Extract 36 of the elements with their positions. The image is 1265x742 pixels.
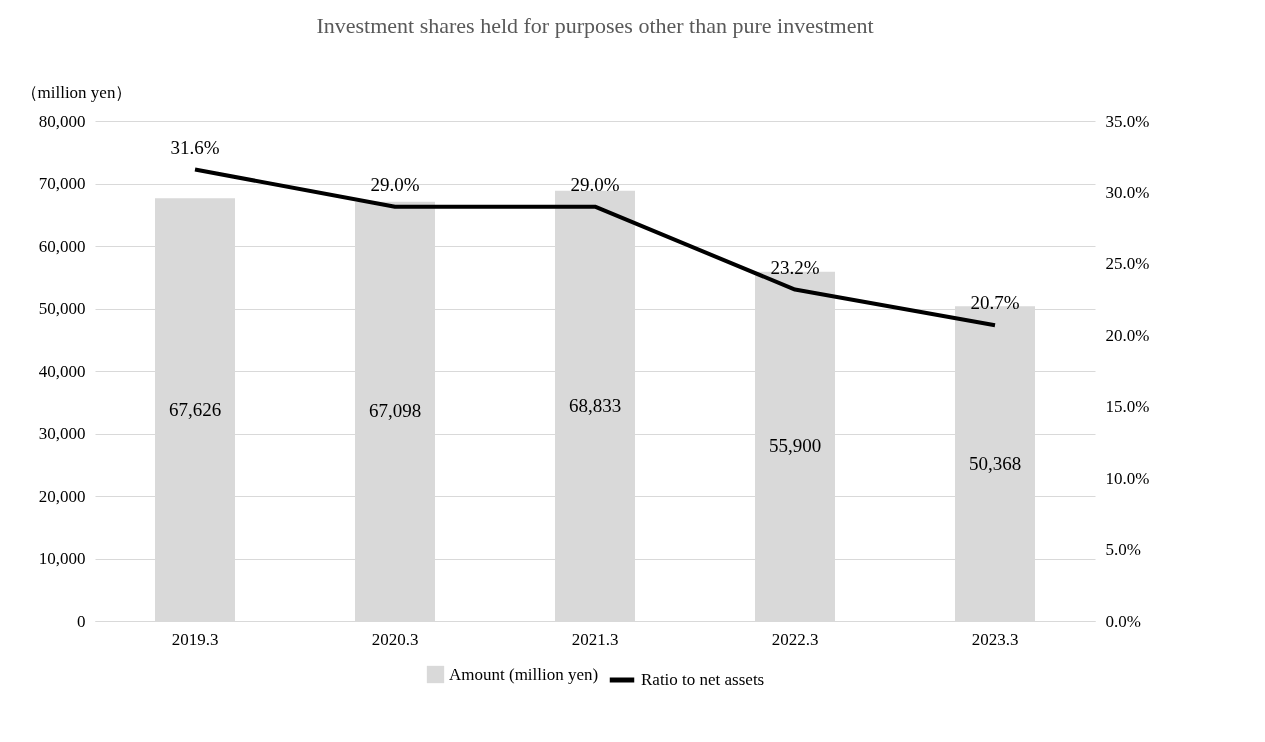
y-tick-label: 70,000	[38, 174, 86, 193]
y2-tick-label: 10.0%	[1105, 468, 1150, 488]
data-label: 67,098	[368, 400, 422, 422]
y-tick-label: 40,000	[38, 361, 86, 381]
y-tick-label: 20,000	[38, 486, 86, 506]
y2-tick-label: 25.0%	[1105, 254, 1150, 274]
data-label: 68,833	[568, 394, 622, 416]
y2-tick-label: 30.0%	[1105, 182, 1150, 202]
y-tick-label: 80,000	[38, 111, 86, 131]
x-tick-label: 2019.3	[171, 629, 219, 649]
y-tick-label: 30,000	[38, 424, 86, 443]
y2-tick-label: 5.0%	[1105, 540, 1141, 560]
y-tick-label: 10,000	[38, 549, 86, 568]
data-label: 55,900	[768, 435, 822, 457]
x-tick-label: 2020.3	[371, 629, 419, 649]
data-label: 67,626	[168, 398, 222, 420]
data-label: 50,368	[968, 452, 1022, 474]
data-label: 20.7%	[970, 292, 1020, 314]
legend-label: Ratio to net assets	[641, 670, 765, 689]
data-label: 29.0%	[370, 173, 420, 195]
data-label: 23.2%	[770, 256, 820, 278]
x-tick-label: 2023.3	[971, 629, 1019, 649]
y-tick-label: 60,000	[38, 236, 86, 256]
y2-tick-label: 20.0%	[1105, 325, 1150, 345]
y-tick-label: 50,000	[38, 299, 86, 318]
y-axis-title: （million yen）	[20, 82, 133, 102]
legend-label: Amount (million yen)	[449, 664, 599, 684]
y2-tick-label: 15.0%	[1105, 397, 1150, 417]
x-tick-label: 2022.3	[771, 629, 819, 649]
chart-title: Investment shares held for purposes other than pure investment	[316, 13, 874, 38]
y2-tick-label: 0.0%	[1105, 611, 1141, 631]
data-label: 29.0%	[570, 173, 620, 195]
x-tick-label: 2021.3	[571, 629, 619, 649]
y2-tick-label: 35.0%	[1105, 111, 1150, 131]
data-label: 31.6%	[170, 136, 220, 158]
y-tick-label: 0	[77, 611, 86, 631]
